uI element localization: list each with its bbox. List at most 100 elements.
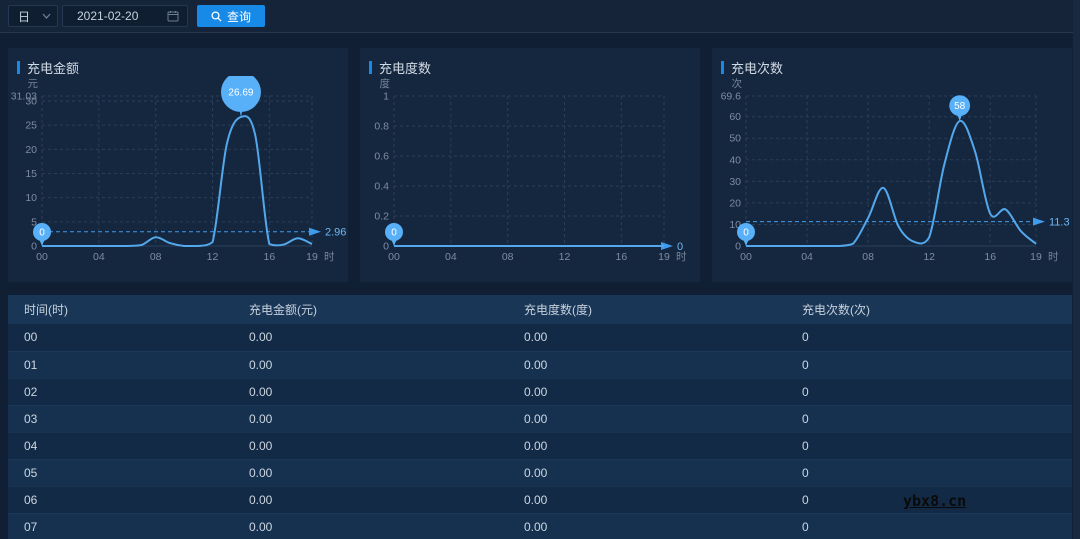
table-cell: 0 [786,324,1072,352]
period-select[interactable]: 日 [8,5,58,27]
search-icon [211,10,222,22]
table-cell: 0.00 [233,432,508,460]
calendar-icon [167,10,179,22]
date-input[interactable]: 2021-02-20 [62,5,188,27]
svg-text:12: 12 [559,251,571,263]
svg-text:69.6: 69.6 [721,91,742,103]
svg-text:04: 04 [93,251,105,263]
svg-text:0: 0 [743,228,749,239]
svg-text:元: 元 [28,78,39,90]
table-row[interactable]: 07 0.00 0.00 0 [8,513,1072,539]
table-cell: 00 [8,324,233,352]
table-row[interactable]: 00 0.00 0.00 0 [8,324,1072,352]
table-cell: 0.00 [233,486,508,514]
chart-canvas-charge-amount: 00 04 08 12 16 19 0 5 10 15 20 25 30 31.03 元时 2.96 0 26.6… [8,71,348,274]
svg-text:0: 0 [383,241,389,253]
table-cell: 0.00 [233,351,508,379]
column-header-time: 时间(时) [8,295,233,324]
table-cell: 0 [786,513,1072,539]
svg-text:0.4: 0.4 [374,181,389,193]
chart-canvas-charge-count: 00 04 08 12 16 19 0 10 20 30 40 50 60 69.6 次时 11.3 0 58 [712,76,1072,274]
query-button[interactable]: 查询 [197,5,266,27]
svg-text:12: 12 [207,251,219,263]
svg-text:04: 04 [801,251,813,263]
svg-text:31.03: 31.03 [11,91,37,103]
svg-text:0: 0 [391,228,397,239]
table-cell: 0 [786,432,1072,460]
table-cell: 0.00 [508,405,786,433]
title-accent-bar [17,60,20,74]
table-cell: 0.00 [508,351,786,379]
svg-text:30: 30 [729,176,741,188]
right-edge-strip [1073,0,1080,539]
charts-row: 充电金额 00 04 08 12 16 19 0 5 10 15 20 25 30 31.03 元时 2.96… [0,48,1080,282]
chart-panel-charge-amount: 充电金额 00 04 08 12 16 19 0 5 10 15 20 25 30 31.03 元时 2.96… [8,48,348,282]
table-cell: 0.00 [508,459,786,487]
svg-text:40: 40 [729,154,741,166]
table-row[interactable]: 02 0.00 0.00 0 [8,378,1072,406]
svg-text:10: 10 [25,192,37,204]
svg-text:19: 19 [658,251,670,263]
svg-text:时: 时 [676,251,687,263]
svg-text:60: 60 [729,111,741,123]
svg-text:16: 16 [984,251,996,263]
svg-text:30: 30 [25,95,37,107]
svg-text:5: 5 [31,216,37,228]
svg-text:20: 20 [25,144,37,156]
svg-text:10: 10 [729,219,741,231]
table-cell: 0 [786,486,1072,514]
svg-text:00: 00 [36,251,48,263]
table-cell: 0.00 [508,378,786,406]
table-cell: 05 [8,459,233,487]
svg-text:0: 0 [31,241,37,253]
table-cell: 0.00 [508,513,786,539]
svg-text:1: 1 [383,91,389,103]
svg-text:50: 50 [729,133,741,145]
table-cell: 07 [8,513,233,539]
table-cell: 0 [786,459,1072,487]
toolbar: 日 2021-02-20 查询 [0,0,1080,33]
period-select-value: 日 [18,9,31,24]
table-cell: 01 [8,351,233,379]
watermark: ybx8.cn [903,492,967,510]
table-cell: 0 [786,405,1072,433]
svg-text:00: 00 [388,251,400,263]
chart-title: 充电度数 [379,60,432,76]
table-cell: 0.00 [233,459,508,487]
table-row[interactable]: 04 0.00 0.00 0 [8,432,1072,460]
table-cell: 0.00 [233,324,508,352]
svg-text:16: 16 [616,251,628,263]
svg-text:25: 25 [25,120,37,132]
table-row[interactable]: 03 0.00 0.00 0 [8,405,1072,433]
title-accent-bar [369,60,372,74]
date-value: 2021-02-20 [77,9,139,23]
chevron-down-icon [42,13,51,19]
chart-panel-charge-kwh: 充电度数 00 04 08 12 16 19 0 0.2 0.4 0.6 0.8 1 度时 0 0 [360,48,700,282]
chart-title: 充电次数 [731,60,784,76]
data-table: 时间(时) 充电金额(元) 充电度数(度) 充电次数(次) 00 0.00 0.00… [8,295,1072,539]
table-row[interactable]: 06 0.00 0.00 0 [8,486,1072,514]
svg-text:时: 时 [324,251,335,263]
table-cell: 03 [8,405,233,433]
table-cell: 0.00 [508,486,786,514]
svg-text:2.96: 2.96 [325,227,346,239]
svg-text:04: 04 [445,251,457,263]
svg-text:15: 15 [25,168,37,180]
table-cell: 04 [8,432,233,460]
table-row[interactable]: 05 0.00 0.00 0 [8,459,1072,487]
table-cell: 0.00 [508,324,786,352]
svg-text:08: 08 [502,251,514,263]
column-header-kwh: 充电度数(度) [508,295,786,324]
table-cell: 0.00 [233,378,508,406]
svg-text:08: 08 [150,251,162,263]
chart-title: 充电金额 [27,60,80,76]
svg-text:时: 时 [1048,251,1059,263]
column-header-amount: 充电金额(元) [233,295,508,324]
svg-text:0.8: 0.8 [374,121,389,133]
svg-text:11.3: 11.3 [1049,217,1070,229]
column-header-count: 充电次数(次) [786,295,1072,324]
table-cell: 0 [786,351,1072,379]
svg-text:58: 58 [954,101,966,112]
svg-text:0: 0 [735,241,741,253]
table-row[interactable]: 01 0.00 0.00 0 [8,351,1072,379]
